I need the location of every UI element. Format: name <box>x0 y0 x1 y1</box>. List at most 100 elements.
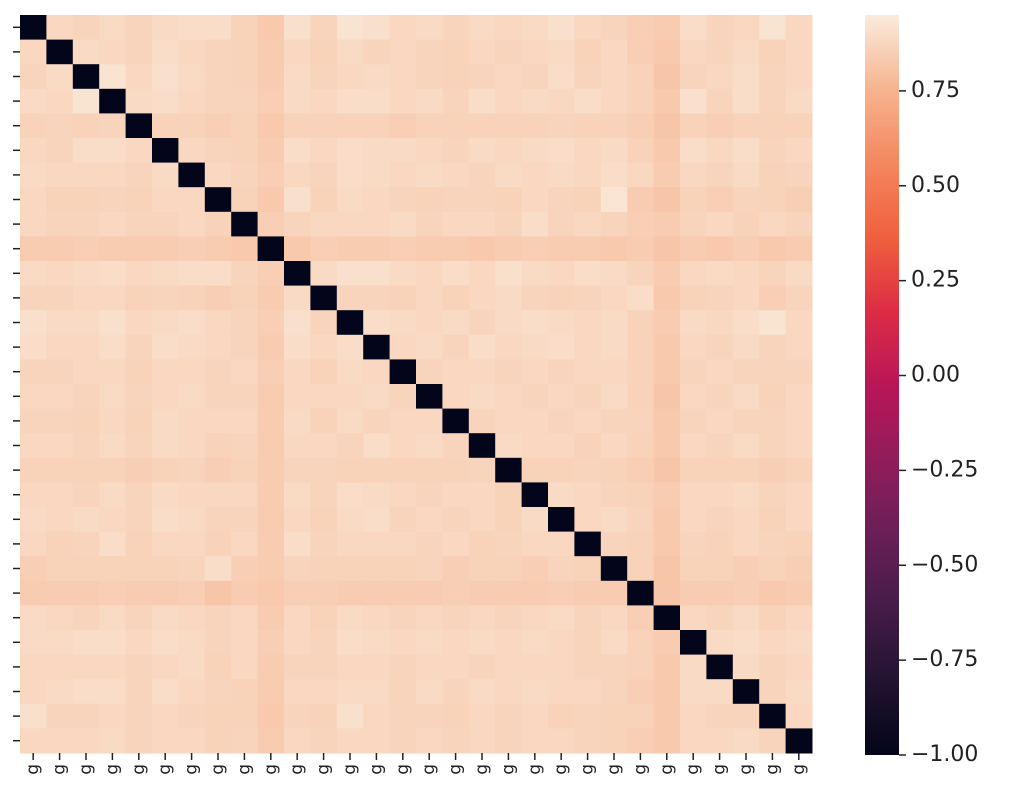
heatmap-cell <box>46 384 74 410</box>
heatmap-cell <box>706 261 734 287</box>
heatmap-cell <box>680 359 707 385</box>
heatmap-cell <box>99 556 127 582</box>
heatmap-cell <box>363 261 391 287</box>
heatmap-cell <box>442 482 470 508</box>
heatmap-cell <box>627 728 655 754</box>
heatmap-cell <box>680 211 707 237</box>
heatmap-cell <box>46 113 74 139</box>
colorbar-tick-label: −0.50 <box>911 552 978 577</box>
heatmap-cell <box>759 679 787 705</box>
heatmap-cell <box>706 630 734 656</box>
heatmap-cell <box>363 310 391 336</box>
heatmap-cell <box>363 679 391 705</box>
heatmap-cell <box>574 482 602 508</box>
heatmap-cell <box>72 310 100 336</box>
heatmap-cell <box>152 703 179 729</box>
heatmap-cell <box>363 162 391 188</box>
x-tick-label: g <box>314 764 334 775</box>
heatmap-cell <box>680 408 707 434</box>
heatmap-cell <box>706 211 734 237</box>
heatmap-cell <box>72 457 100 483</box>
heatmap-cell <box>680 433 707 459</box>
heatmap-cell <box>785 654 813 680</box>
heatmap-cell <box>706 654 734 680</box>
heatmap-cell <box>204 482 232 508</box>
heatmap-cell <box>680 728 707 754</box>
heatmap-cell <box>706 162 734 188</box>
heatmap-cell <box>416 654 443 680</box>
heatmap-cell <box>178 211 206 237</box>
heatmap-cell <box>125 334 153 360</box>
heatmap-cell <box>680 236 707 262</box>
heatmap-cell <box>653 408 681 434</box>
heatmap-cell <box>204 507 232 533</box>
heatmap-cell <box>204 433 232 459</box>
heatmap-cell <box>336 359 364 385</box>
heatmap-cell <box>627 359 655 385</box>
heatmap-cell <box>257 580 285 606</box>
heatmap-cell <box>231 384 259 410</box>
x-tick-label: g <box>419 764 439 775</box>
heatmap-cell <box>627 162 655 188</box>
heatmap-cell <box>548 408 575 434</box>
heatmap-cell <box>627 236 655 262</box>
heatmap-cell <box>389 113 417 139</box>
heatmap-cell <box>152 457 179 483</box>
heatmap-cell <box>574 15 602 41</box>
heatmap-cell <box>46 15 74 41</box>
heatmap-cell <box>99 580 127 606</box>
heatmap-cell <box>72 630 100 656</box>
heatmap-cell <box>257 64 285 90</box>
heatmap-cell <box>680 39 707 65</box>
colorbar-tick-label: −1.00 <box>911 742 978 767</box>
heatmap-cell <box>284 482 311 508</box>
heatmap-cell <box>468 261 496 287</box>
heatmap-cell <box>125 605 153 631</box>
heatmap-cell <box>363 605 391 631</box>
heatmap-cell <box>442 261 470 287</box>
heatmap-cell <box>627 113 655 139</box>
heatmap-cell <box>416 703 443 729</box>
heatmap-cell <box>204 408 232 434</box>
heatmap-cell <box>363 384 391 410</box>
x-tick-label: g <box>208 764 228 775</box>
heatmap-cell <box>706 334 734 360</box>
heatmap-cell <box>759 236 787 262</box>
heatmap-cell <box>363 703 391 729</box>
heatmap-cell <box>600 580 628 606</box>
heatmap-cell <box>680 138 707 164</box>
heatmap-cell <box>284 507 311 533</box>
heatmap-cell <box>310 580 338 606</box>
heatmap-cell <box>416 64 443 90</box>
heatmap-cell <box>257 531 285 557</box>
heatmap-cell <box>416 39 443 65</box>
heatmap-cell <box>759 654 787 680</box>
heatmap-cell <box>389 334 417 360</box>
heatmap-cell <box>72 261 100 287</box>
heatmap-cell <box>178 507 206 533</box>
heatmap-cell <box>442 703 470 729</box>
heatmap-cell <box>627 39 655 65</box>
heatmap-cell <box>310 162 338 188</box>
heatmap-cell <box>706 113 734 139</box>
heatmap-cell <box>759 113 787 139</box>
heatmap-cell <box>336 457 364 483</box>
heatmap-cell <box>759 15 787 41</box>
heatmap-cell <box>627 507 655 533</box>
heatmap-cell <box>284 64 311 90</box>
heatmap-cell <box>521 359 549 385</box>
heatmap-cell <box>600 187 628 213</box>
heatmap-cell <box>178 15 206 41</box>
heatmap-cell <box>257 138 285 164</box>
heatmap-cell <box>416 384 443 410</box>
heatmap-cell <box>495 113 523 139</box>
heatmap-cell <box>653 457 681 483</box>
heatmap-cell <box>706 88 734 114</box>
heatmap-cell <box>231 507 259 533</box>
heatmap-cell <box>600 605 628 631</box>
heatmap-cell <box>468 630 496 656</box>
heatmap-cell <box>416 310 443 336</box>
heatmap-cell <box>442 285 470 311</box>
heatmap-cell <box>416 113 443 139</box>
heatmap-cell <box>152 408 179 434</box>
